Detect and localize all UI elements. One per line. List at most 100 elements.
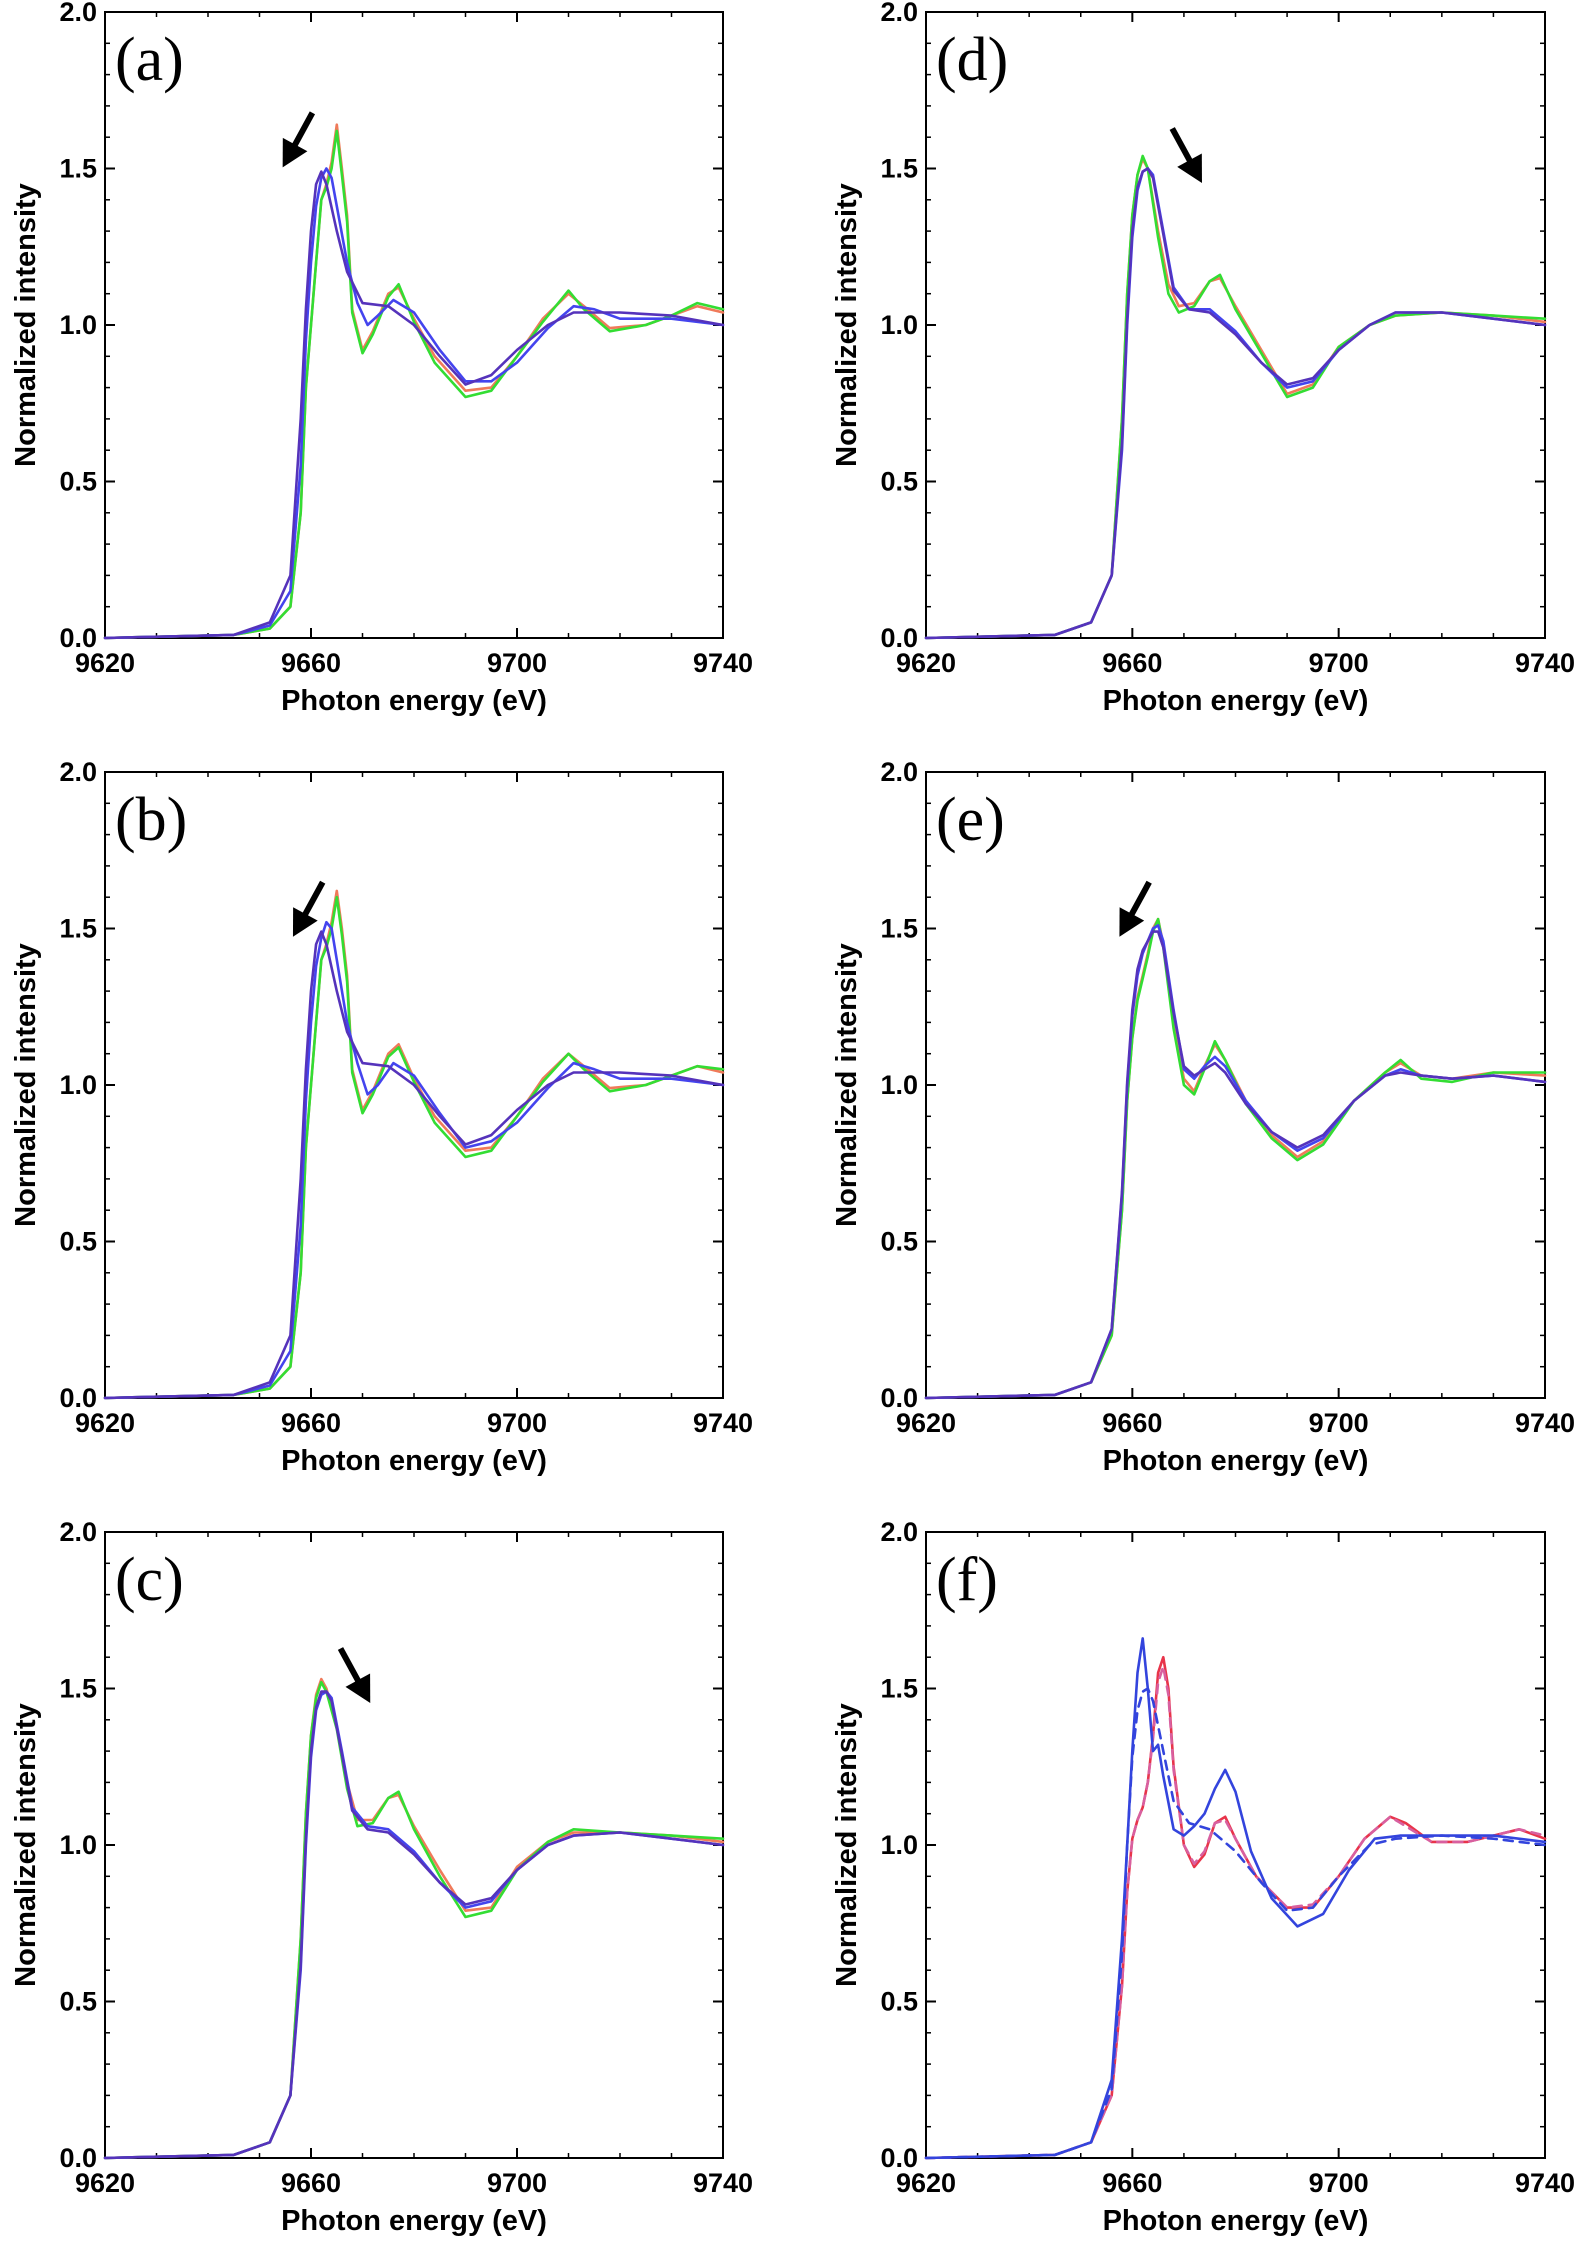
y-tick-label: 0.0: [880, 623, 918, 653]
y-tick-label: 0.5: [59, 1987, 97, 2017]
y-axis-title: Normalized intensity: [10, 943, 42, 1227]
y-tick-label: 0.5: [880, 1227, 918, 1257]
x-tick-label: 9740: [1515, 2168, 1575, 2198]
series-line-1: [103, 889, 725, 1400]
chart-panel-3: 0.0 0.5 1.0 1.5 2.0 9620 9660 9700 9740 Photon en…: [10, 757, 753, 1477]
panel-label: (b): [115, 786, 187, 854]
annotation-arrow-head: [292, 907, 318, 937]
y-tick-label: 0.5: [59, 1227, 97, 1257]
series-line-3: [103, 1690, 725, 2160]
x-tick-label: 9740: [693, 2168, 753, 2198]
annotation-arrow-head: [345, 1673, 371, 1704]
y-tick-label: 0.0: [59, 623, 97, 653]
x-axis-title: Photon energy (eV): [281, 1445, 547, 1477]
y-tick-label: 2.0: [880, 1517, 918, 1547]
x-tick-label: 9620: [75, 648, 135, 678]
y-tick-label: 0.5: [880, 1987, 918, 2017]
y-tick-label: 1.0: [59, 1070, 97, 1100]
y-tick-label: 1.5: [880, 1674, 918, 1704]
x-tick-label: 9660: [1102, 1408, 1162, 1438]
panel-label: (f): [936, 1546, 998, 1614]
y-tick-label: 2.0: [880, 757, 918, 787]
x-axis-title: Photon energy (eV): [1103, 1445, 1369, 1477]
series-line-4: [924, 1687, 1547, 2160]
series-line-1: [924, 1655, 1547, 2160]
x-tick-label: 9740: [1515, 648, 1575, 678]
x-tick-label: 9660: [281, 1408, 341, 1438]
x-tick-label: 9660: [1102, 2168, 1162, 2198]
series-line-2: [103, 129, 725, 640]
series-line-3: [924, 1637, 1547, 2160]
y-tick-label: 2.0: [880, 0, 918, 27]
series-line-3: [103, 920, 725, 1400]
series-line-4: [924, 167, 1547, 640]
x-tick-label: 9700: [487, 648, 547, 678]
x-tick-label: 9700: [487, 2168, 547, 2198]
series-line-2: [924, 1665, 1547, 2160]
chart-panel-6: 0.0 0.5 1.0 1.5 2.0 9620 9660 9700 9740 Photon en…: [831, 1517, 1575, 2237]
y-tick-label: 1.5: [59, 1674, 97, 1704]
x-tick-label: 9740: [693, 1408, 753, 1438]
plot-frame: [925, 11, 1546, 639]
y-axis-title: Normalized intensity: [831, 943, 863, 1227]
x-tick-label: 9740: [1515, 1408, 1575, 1438]
y-tick-label: 0.5: [59, 467, 97, 497]
plot-frame: [104, 1531, 724, 2159]
annotation-arrow-head: [282, 137, 308, 168]
y-tick-label: 0.0: [880, 2143, 918, 2173]
series-line-3: [924, 167, 1547, 640]
series-line-4: [103, 170, 725, 640]
y-axis-title: Normalized intensity: [10, 1703, 42, 1987]
x-tick-label: 9620: [75, 1408, 135, 1438]
x-tick-label: 9620: [896, 648, 956, 678]
series-line-1: [103, 123, 725, 640]
x-tick-label: 9660: [281, 648, 341, 678]
annotation-arrow-head: [1177, 153, 1202, 184]
y-tick-label: 1.5: [59, 154, 97, 184]
y-tick-label: 1.0: [59, 310, 97, 340]
y-tick-label: 1.0: [880, 1830, 918, 1860]
series-line-2: [924, 917, 1547, 1400]
y-tick-label: 1.0: [880, 310, 918, 340]
y-tick-label: 1.5: [59, 914, 97, 944]
x-tick-label: 9620: [896, 1408, 956, 1438]
series-line-2: [103, 1680, 725, 2160]
x-axis-title: Photon energy (eV): [1103, 685, 1369, 717]
y-axis-title: Normalized intensity: [831, 1703, 863, 1987]
y-tick-label: 1.5: [880, 154, 918, 184]
series-line-4: [103, 930, 725, 1400]
x-tick-label: 9660: [1102, 648, 1162, 678]
y-tick-label: 1.0: [880, 1070, 918, 1100]
chart-panel-2: 0.0 0.5 1.0 1.5 2.0 9620 9660 9700 9740 Photon en…: [831, 0, 1575, 717]
y-axis-title: Normalized intensity: [10, 183, 42, 467]
series-line-1: [924, 157, 1547, 640]
series-line-3: [924, 924, 1547, 1400]
y-tick-label: 1.0: [59, 1830, 97, 1860]
x-tick-label: 9740: [693, 648, 753, 678]
panel-label: (a): [115, 26, 184, 94]
series-line-3: [103, 167, 725, 640]
panel-label: (d): [936, 26, 1008, 94]
x-tick-label: 9700: [1309, 1408, 1369, 1438]
x-tick-label: 9660: [281, 2168, 341, 2198]
y-tick-label: 2.0: [59, 757, 97, 787]
y-tick-label: 0.5: [880, 467, 918, 497]
chart-panel-4: 0.0 0.5 1.0 1.5 2.0 9620 9660 9700 9740 Photon en…: [831, 757, 1575, 1477]
series-line-1: [103, 1677, 725, 2160]
x-axis-title: Photon energy (eV): [281, 2205, 547, 2237]
series-line-2: [103, 895, 725, 1400]
y-tick-label: 2.0: [59, 0, 97, 27]
y-axis-title: Normalized intensity: [831, 183, 863, 467]
x-axis-title: Photon energy (eV): [281, 685, 547, 717]
panel-label: (c): [115, 1546, 184, 1614]
y-tick-label: 1.5: [880, 914, 918, 944]
chart-panel-1: 0.0 0.5 1.0 1.5 2.0 9620 9660 9700 9740 Photon en…: [10, 0, 753, 717]
plot-frame: [925, 1531, 1546, 2159]
y-tick-label: 0.0: [59, 2143, 97, 2173]
x-axis-title: Photon energy (eV): [1103, 2205, 1369, 2237]
x-tick-label: 9620: [896, 2168, 956, 2198]
series-line-4: [103, 1690, 725, 2160]
y-tick-label: 0.0: [59, 1383, 97, 1413]
series-line-4: [924, 930, 1547, 1400]
